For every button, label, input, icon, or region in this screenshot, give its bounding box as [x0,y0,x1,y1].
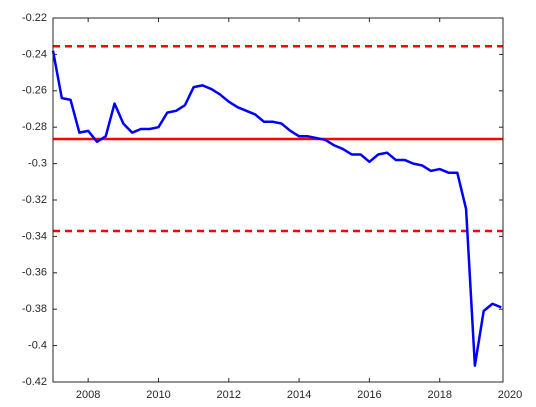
y-tick-label: -0.42 [22,376,47,388]
data-line [51,50,502,367]
y-tick-label: -0.34 [22,230,47,242]
x-tick-label: 2020 [498,389,522,401]
y-tick-label: -0.26 [22,85,47,97]
y-tick-label: -0.4 [28,340,47,352]
x-tick-label: 2014 [287,389,311,401]
x-tick-label: 2016 [357,389,381,401]
y-tick-label: -0.22 [22,12,47,24]
y-tick-label: -0.24 [22,48,47,60]
y-tick-label: -0.28 [22,121,47,133]
y-tick-label: -0.38 [22,303,47,315]
axes-box [52,17,504,383]
y-tick-label: -0.32 [22,194,47,206]
y-tick-label: -0.36 [22,267,47,279]
x-tick-label: 2018 [427,389,451,401]
x-tick-label: 2010 [146,389,170,401]
x-tick-label: 2012 [217,389,241,401]
x-tick-label: 2008 [76,389,100,401]
y-tick-label: -0.3 [28,158,47,170]
plot-area [53,18,503,382]
